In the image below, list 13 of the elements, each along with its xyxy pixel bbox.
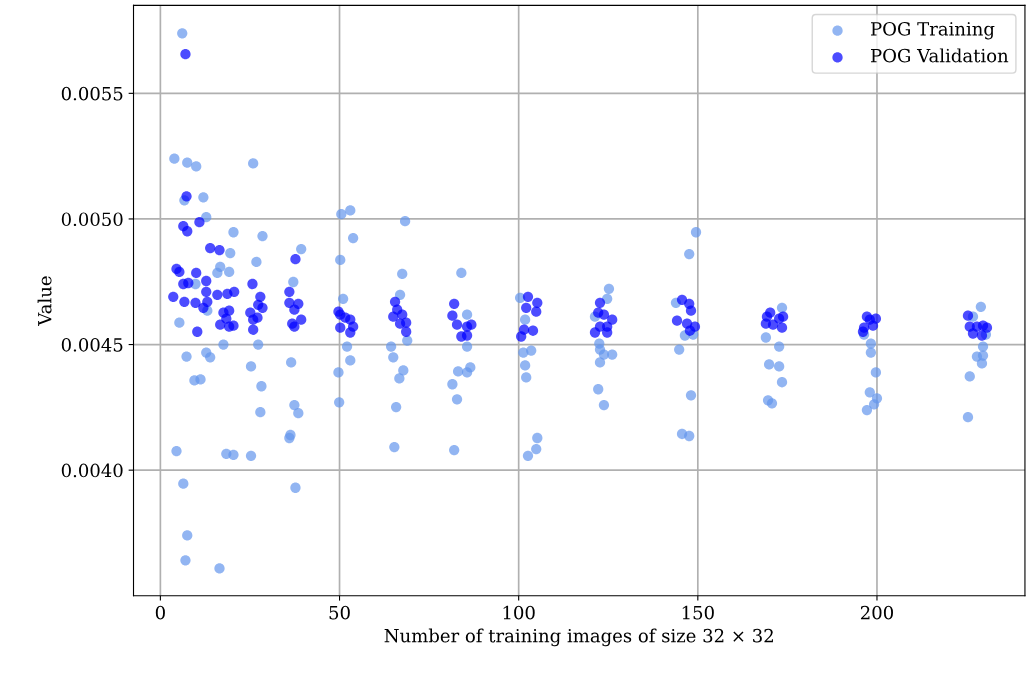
x-axis-title: Number of training images of size 32 × 32 — [384, 628, 773, 647]
legend-label: POG Validation — [871, 48, 1009, 63]
x-tick-label: 50 — [329, 605, 350, 620]
x-tick-label: 200 — [860, 605, 893, 620]
y-axis-title: Value — [37, 276, 52, 326]
y-tick-label: 0.0045 — [61, 338, 123, 352]
y-tick-label: 0.0055 — [61, 86, 123, 101]
y-tick-label: 0.0050 — [61, 212, 123, 227]
legend-label: POG Training — [871, 21, 995, 40]
y-tick-label: 0.0040 — [61, 463, 123, 478]
x-tick-label: 150 — [682, 605, 714, 620]
x-tick-label: 0 — [155, 605, 165, 620]
x-tick-label: 100 — [503, 605, 535, 620]
